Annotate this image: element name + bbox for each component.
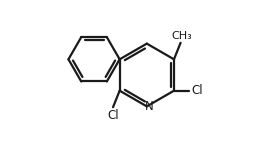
Text: N: N	[145, 100, 153, 113]
Text: Cl: Cl	[107, 109, 119, 122]
Text: CH₃: CH₃	[171, 32, 192, 42]
Text: Cl: Cl	[191, 84, 203, 97]
